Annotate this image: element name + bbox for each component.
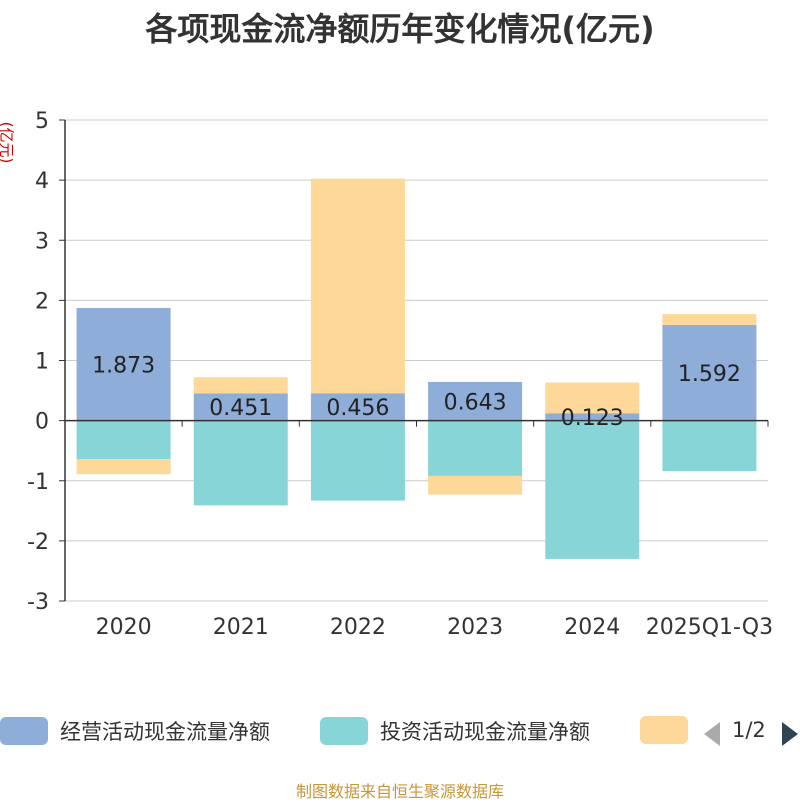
- pager-next-icon[interactable]: [782, 722, 798, 746]
- y-tick-label: 2: [35, 289, 49, 314]
- chart-title: 各项现金流净额历年变化情况(亿元): [145, 10, 655, 48]
- x-tick-label: 2020: [96, 615, 152, 640]
- y-tick-label: 4: [35, 169, 49, 194]
- data-label-operating: 0.123: [561, 406, 624, 431]
- data-source: 制图数据来自恒生聚源数据库: [295, 782, 504, 801]
- bar-investing-2021: [193, 420, 288, 506]
- legend-swatch-operating: [0, 717, 48, 745]
- bar-operating-2021: [193, 393, 288, 421]
- y-tick-label: 1: [35, 350, 49, 375]
- y-tick-label: 0: [35, 410, 49, 435]
- bar-financing-2021: [193, 377, 288, 394]
- legend-label-operating: 经营活动现金流量净额: [60, 720, 270, 744]
- bar-investing-2025Q1-Q3: [662, 420, 757, 472]
- legend-item-investing[interactable]: 投资活动现金流量净额: [320, 716, 590, 746]
- bar-operating-2025Q1-Q3: [662, 324, 757, 421]
- bar-financing-2023: [428, 475, 523, 495]
- data-label-operating: 0.456: [326, 396, 389, 421]
- legend-swatch-financing: [640, 716, 688, 744]
- bar-financing-2025Q1-Q3: [662, 314, 757, 325]
- data-label-operating: 0.643: [444, 390, 507, 415]
- x-tick-label: 2022: [330, 615, 386, 640]
- bar-financing-2020: [76, 459, 171, 475]
- bar-investing-2024: [545, 420, 640, 559]
- legend: 经营活动现金流量净额 投资活动现金流量净额: [0, 716, 800, 752]
- bar-operating-2023: [428, 381, 523, 421]
- pager-prev-icon[interactable]: [704, 722, 720, 746]
- y-tick-label: -2: [27, 530, 49, 555]
- bar-financing-2022: [310, 178, 405, 394]
- bar-financing-2024: [545, 382, 640, 414]
- data-label-operating: 1.873: [92, 353, 155, 378]
- data-label-operating: 0.451: [209, 396, 272, 421]
- legend-label-investing: 投资活动现金流量净额: [380, 720, 590, 744]
- legend-pager: 1/2: [700, 716, 800, 752]
- bar-operating-2024: [545, 413, 640, 421]
- x-tick-label: 2025Q1-Q3: [646, 615, 773, 640]
- x-tick-label: 2023: [447, 615, 503, 640]
- bar-investing-2020: [76, 420, 171, 460]
- bar-investing-2023: [428, 420, 523, 476]
- data-label-operating: 1.592: [678, 362, 741, 387]
- x-tick-label: 2024: [564, 615, 620, 640]
- legend-item-financing[interactable]: [640, 716, 688, 744]
- legend-item-operating[interactable]: 经营活动现金流量净额: [0, 716, 270, 746]
- y-tick-label: -3: [27, 590, 49, 615]
- y-tick-label: -1: [27, 470, 49, 495]
- x-tick-label: 2021: [213, 615, 269, 640]
- y-tick-label: 5: [35, 109, 49, 134]
- bar-operating-2020: [76, 308, 171, 421]
- bar-investing-2022: [310, 420, 405, 501]
- y-tick-label: 3: [35, 229, 49, 254]
- chart-plot: 5 4 3 2 1 0 -1 -2 -3 1.873 0.451 0.456 0.643 0.123 1.5…: [27, 109, 773, 640]
- pager-page-text: 1/2: [732, 718, 766, 742]
- bar-operating-2022: [310, 393, 405, 421]
- legend-swatch-investing: [320, 717, 368, 745]
